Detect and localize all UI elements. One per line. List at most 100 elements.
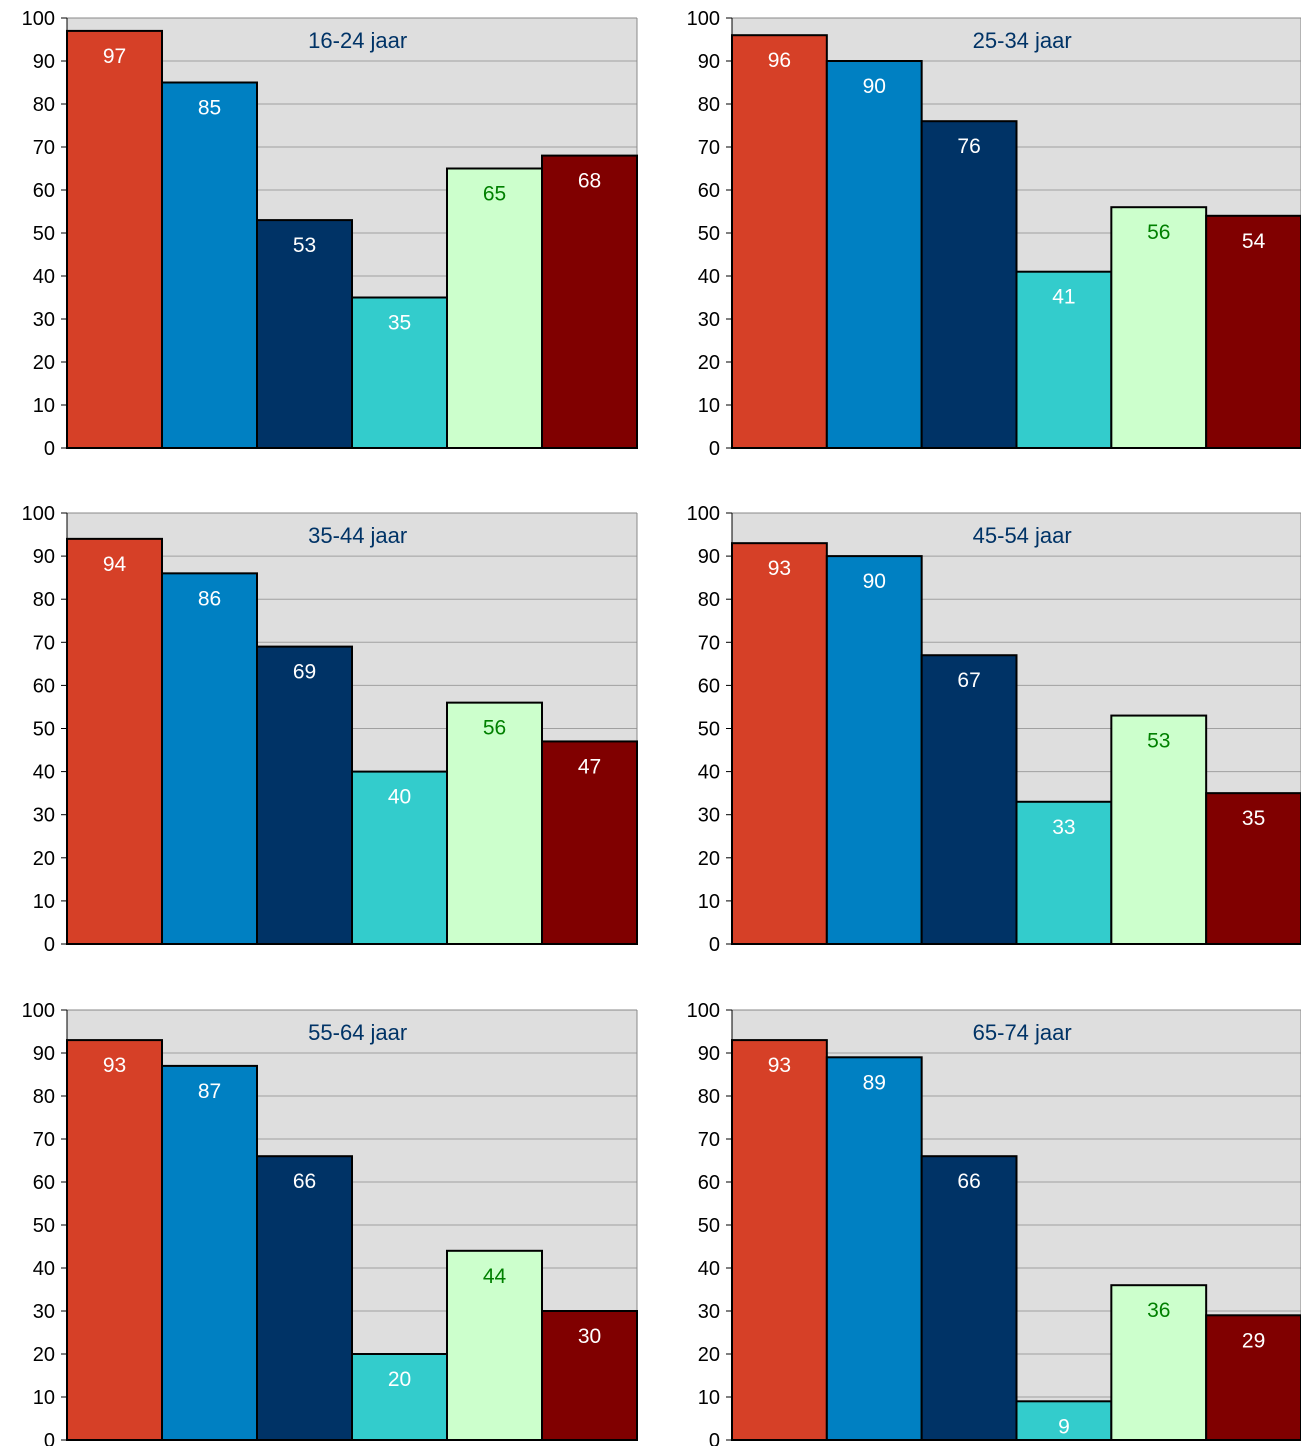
y-tick-label: 30 xyxy=(698,1301,720,1323)
y-tick-label: 90 xyxy=(698,546,720,568)
y-tick-label: 0 xyxy=(709,934,720,956)
y-tick-label: 70 xyxy=(698,632,720,654)
data-label: 67 xyxy=(957,669,980,692)
bar xyxy=(825,555,923,945)
y-tick-label: 20 xyxy=(33,352,55,374)
y-tick-label: 80 xyxy=(698,589,720,611)
bar xyxy=(541,154,638,449)
data-label: 29 xyxy=(1242,1329,1265,1352)
y-tick-label: 60 xyxy=(33,675,55,697)
chart-panel: 96 90 76 41 56 54 0 10 20 30 40 50 60 70 80 90 100 25-34 … xyxy=(687,8,1301,460)
y-tick-label: 0 xyxy=(709,438,720,460)
bar xyxy=(351,770,448,945)
data-label: 69 xyxy=(293,661,316,684)
y-tick-label: 40 xyxy=(698,266,720,288)
y-tick-label: 30 xyxy=(33,805,55,827)
y-tick-label: 40 xyxy=(33,1258,55,1280)
bar xyxy=(825,60,923,449)
bar xyxy=(351,1353,448,1441)
bar xyxy=(825,1056,923,1442)
y-tick-label: 40 xyxy=(33,762,55,784)
y-tick-label: 90 xyxy=(698,51,720,73)
bar xyxy=(920,654,1018,945)
bar xyxy=(731,34,828,449)
y-tick-label: 20 xyxy=(698,848,720,870)
y-tick-label: 40 xyxy=(698,1258,720,1280)
data-label: 89 xyxy=(863,1071,886,1094)
data-label: 66 xyxy=(957,1170,980,1193)
bar xyxy=(1015,1400,1113,1442)
y-tick-label: 30 xyxy=(33,309,55,331)
y-tick-label: 90 xyxy=(33,546,55,568)
y-tick-label: 40 xyxy=(698,762,720,784)
y-tick-label: 20 xyxy=(698,352,720,374)
chart-panel: 97 85 53 35 65 68 0 10 20 30 40 50 60 70 80 90 100 16-24 … xyxy=(22,8,638,460)
bar xyxy=(161,572,258,946)
data-label: 93 xyxy=(103,1054,126,1077)
chart-title: 35-44 jaar xyxy=(308,523,407,548)
y-tick-label: 10 xyxy=(33,891,55,913)
y-tick-label: 60 xyxy=(33,180,55,202)
bar xyxy=(731,542,828,945)
y-tick-label: 20 xyxy=(698,1344,720,1366)
y-tick-label: 20 xyxy=(33,848,55,870)
bar xyxy=(1205,792,1301,946)
y-tick-label: 90 xyxy=(698,1043,720,1065)
bar xyxy=(541,1310,638,1441)
y-tick-label: 50 xyxy=(698,1215,720,1237)
data-label: 90 xyxy=(863,570,886,593)
data-label: 93 xyxy=(768,557,791,580)
y-tick-label: 70 xyxy=(33,1129,55,1151)
bar xyxy=(446,167,543,449)
chart-title: 25-34 jaar xyxy=(973,28,1072,53)
data-label: 47 xyxy=(578,755,601,778)
y-tick-label: 60 xyxy=(698,675,720,697)
data-label: 56 xyxy=(483,717,506,740)
y-tick-label: 50 xyxy=(698,223,720,245)
y-tick-label: 90 xyxy=(33,51,55,73)
data-label: 96 xyxy=(768,49,791,72)
y-tick-label: 80 xyxy=(33,589,55,611)
chart-title: 45-54 jaar xyxy=(973,523,1072,548)
bar xyxy=(920,1155,1018,1441)
y-tick-label: 70 xyxy=(33,632,55,654)
data-label: 36 xyxy=(1147,1299,1170,1322)
data-label: 76 xyxy=(957,135,980,158)
y-tick-label: 70 xyxy=(698,1129,720,1151)
y-tick-label: 100 xyxy=(22,1000,55,1022)
y-tick-label: 20 xyxy=(33,1344,55,1366)
chart-title: 55-64 jaar xyxy=(308,1020,407,1045)
bar xyxy=(920,120,1018,449)
y-tick-label: 100 xyxy=(687,503,720,525)
y-tick-label: 30 xyxy=(698,309,720,331)
bar xyxy=(446,1249,543,1442)
data-label: 86 xyxy=(198,587,221,610)
y-tick-label: 0 xyxy=(44,934,55,956)
data-label: 87 xyxy=(198,1080,221,1103)
bar xyxy=(66,1039,163,1441)
data-label: 53 xyxy=(1147,730,1170,753)
y-tick-label: 70 xyxy=(33,137,55,159)
data-label: 85 xyxy=(198,97,221,120)
bar xyxy=(1015,270,1113,450)
y-tick-label: 40 xyxy=(33,266,55,288)
bar xyxy=(1110,714,1208,945)
bar xyxy=(161,1064,258,1442)
data-label: 56 xyxy=(1147,221,1170,244)
y-tick-label: 70 xyxy=(698,137,720,159)
data-label: 66 xyxy=(293,1170,316,1193)
data-label: 68 xyxy=(578,170,601,193)
y-tick-label: 50 xyxy=(698,719,720,741)
y-tick-label: 80 xyxy=(698,94,720,116)
y-tick-label: 60 xyxy=(698,1172,720,1194)
data-label: 53 xyxy=(293,234,316,257)
y-tick-label: 10 xyxy=(33,395,55,417)
y-tick-label: 50 xyxy=(33,1215,55,1237)
data-label: 35 xyxy=(388,312,411,335)
data-label: 41 xyxy=(1052,286,1075,309)
y-tick-label: 30 xyxy=(33,1301,55,1323)
y-tick-label: 90 xyxy=(33,1043,55,1065)
y-tick-label: 0 xyxy=(709,1430,720,1446)
bar xyxy=(1205,214,1301,449)
